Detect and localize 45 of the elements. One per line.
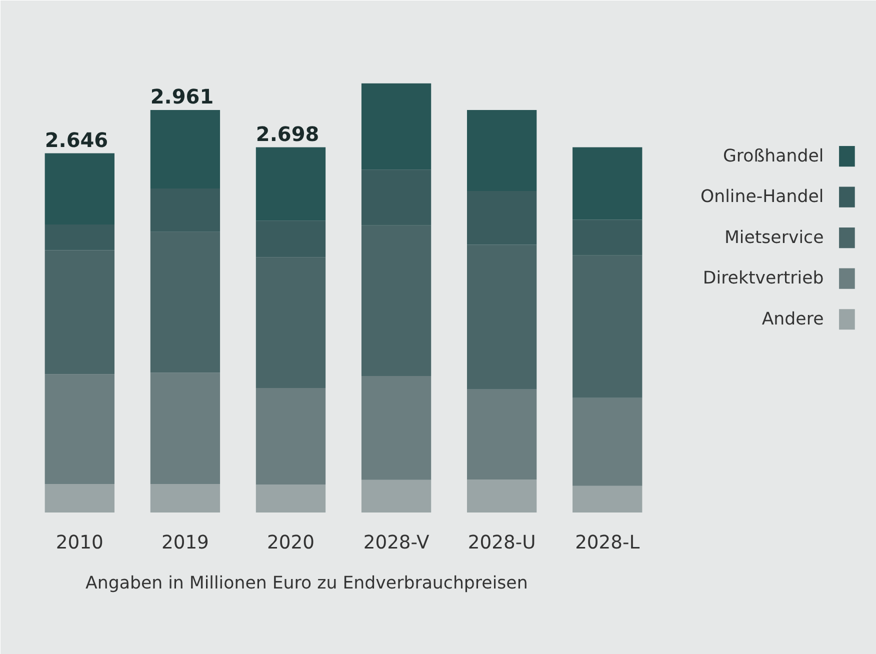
x-tick-label: 2019 <box>161 532 209 554</box>
bar <box>572 220 642 256</box>
bar <box>572 255 642 398</box>
annotation: 2.646 <box>44 128 108 152</box>
bar <box>44 484 114 512</box>
x-tick-label: 2028-L <box>575 532 640 554</box>
bar <box>44 374 114 484</box>
x-tick-label: 2028-V <box>363 532 430 554</box>
x-tick-label: 2028-U <box>468 532 536 554</box>
x-tick-label: 2010 <box>56 532 104 554</box>
bar <box>150 188 220 232</box>
bar <box>44 250 114 374</box>
legend-label: Online-Handel <box>700 187 824 208</box>
bar <box>466 244 537 390</box>
annotation: 2.698 <box>256 122 320 146</box>
bar <box>150 372 220 484</box>
bar <box>361 376 432 480</box>
bar <box>466 191 537 245</box>
bar <box>44 153 114 225</box>
annotation: 2.961 <box>150 84 214 108</box>
bar <box>572 398 642 486</box>
bar <box>256 257 326 388</box>
bar <box>256 147 326 221</box>
bar <box>361 480 432 512</box>
bar <box>361 225 432 376</box>
bar <box>361 83 432 170</box>
legend-label: Großhandel <box>722 146 824 166</box>
bar <box>572 486 642 512</box>
legend-label: Direktvertrieb <box>702 268 824 289</box>
legend-label: Andere <box>762 309 824 330</box>
text: Angaben in Millionen Euro zu Endverbrauchpreisen <box>86 574 528 594</box>
bar <box>44 224 114 250</box>
bar <box>466 389 537 480</box>
bar <box>256 484 326 512</box>
bar <box>466 110 537 192</box>
x-tick-label: 2020 <box>267 532 314 554</box>
bar <box>572 147 642 220</box>
bar <box>256 388 326 485</box>
bar <box>256 220 326 258</box>
bar <box>466 479 537 512</box>
bar <box>150 110 220 188</box>
bar <box>150 484 220 512</box>
bar <box>150 232 220 373</box>
bar <box>361 170 432 226</box>
legend-label: Mietservice <box>724 228 824 248</box>
